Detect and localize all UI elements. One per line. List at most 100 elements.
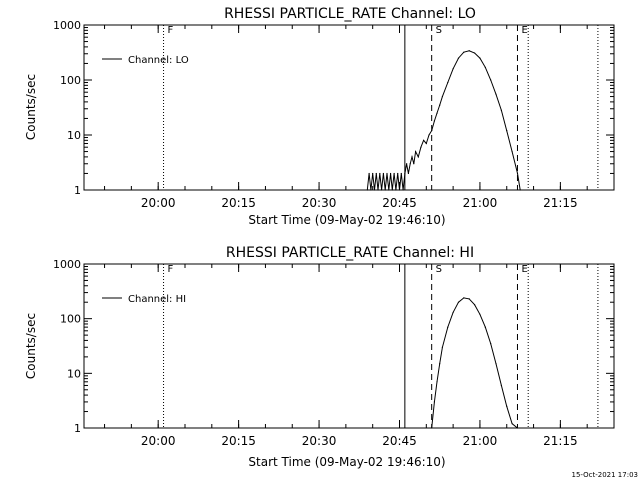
data-point — [436, 112, 438, 114]
data-point — [368, 172, 370, 175]
data-point — [370, 189, 372, 191]
data-point — [428, 134, 430, 136]
x-axis-label: Start Time (09-May-02 19:46:10) — [248, 455, 445, 469]
data-point — [431, 130, 433, 132]
data-point — [500, 109, 502, 112]
y-tick-label: 10 — [67, 367, 81, 380]
series-line — [366, 50, 521, 191]
series-group — [431, 297, 519, 429]
data-point — [373, 189, 376, 191]
data-point — [407, 172, 410, 175]
data-point — [468, 50, 470, 52]
x-tick-label: 20:45 — [382, 196, 417, 210]
y-axis-label: Counts/sec — [24, 74, 38, 140]
data-point — [397, 172, 399, 175]
x-axis: 20:00 20:15 20:30 20:45 21:00 21:15 — [104, 25, 615, 210]
data-point — [463, 51, 465, 53]
data-point — [414, 150, 417, 153]
y-tick-label: 1000 — [53, 19, 81, 32]
legend-label: Channel: HI — [128, 294, 186, 305]
plot-frame — [83, 24, 615, 191]
x-axis-label: Start Time (09-May-02 19:46:10) — [248, 213, 445, 227]
legend: Channel: HI — [102, 294, 186, 305]
data-point — [439, 363, 441, 365]
x-tick-label: 21:15 — [543, 196, 578, 210]
data-point — [411, 156, 413, 158]
data-point — [379, 172, 381, 175]
data-point — [366, 189, 368, 191]
data-point — [516, 172, 519, 175]
marker-label: S — [436, 264, 442, 275]
legend-label: Channel: LO — [128, 55, 189, 66]
data-point — [413, 163, 415, 165]
data-point — [495, 93, 497, 95]
data-point — [431, 427, 433, 429]
data-point — [386, 172, 388, 175]
marker-label: E — [521, 264, 527, 275]
x-tick-label: 20:00 — [141, 434, 176, 448]
data-point — [490, 342, 492, 345]
x-tick-label: 21:15 — [543, 434, 578, 448]
x-tick-label: 20:00 — [141, 196, 176, 210]
legend: Channel: LO — [102, 55, 189, 66]
data-point — [473, 304, 476, 306]
data-point — [439, 104, 441, 106]
data-point — [441, 346, 443, 348]
x-tick-label: 21:00 — [463, 196, 498, 210]
x-tick-label: 21:00 — [463, 434, 498, 448]
data-point — [484, 326, 486, 328]
data-point — [382, 172, 385, 175]
data-point — [441, 95, 443, 98]
data-point — [516, 427, 519, 429]
y-tick-label: 1000 — [53, 258, 81, 271]
data-point — [384, 189, 386, 191]
data-point — [495, 363, 497, 365]
data-point — [391, 189, 393, 191]
data-point — [395, 189, 397, 191]
y-axis: 1 10 100 1000 — [53, 19, 614, 197]
data-point — [406, 163, 408, 165]
data-point — [425, 142, 427, 145]
chart-panel-lo: RHESSI PARTICLE_RATE Channel: LO 1101001… — [24, 6, 615, 227]
data-point — [473, 52, 476, 54]
data-point — [389, 172, 392, 175]
data-point — [388, 189, 390, 191]
series-line — [431, 297, 518, 429]
data-point — [381, 189, 383, 191]
chart-title: RHESSI PARTICLE_RATE Channel: HI — [226, 245, 474, 261]
data-point — [377, 189, 379, 191]
marker-label: E — [521, 25, 527, 36]
y-tick-label: 100 — [60, 313, 81, 326]
chart-title: RHESSI PARTICLE_RATE Channel: LO — [224, 6, 476, 22]
data-point — [447, 326, 449, 328]
marker-label: F — [168, 25, 174, 36]
data-point — [519, 189, 521, 191]
data-point — [479, 57, 481, 59]
y-tick-label: 1 — [74, 422, 81, 435]
x-tick-label: 20:30 — [302, 434, 337, 448]
plot-frame — [83, 263, 615, 429]
data-point — [404, 172, 406, 175]
data-point — [490, 79, 492, 81]
data-point — [463, 297, 465, 299]
marker-label: S — [436, 25, 442, 36]
marker-label: F — [168, 264, 174, 275]
data-point — [457, 57, 460, 59]
data-point — [393, 172, 395, 175]
footer-timestamp: 15-Oct-2021 17:03 — [571, 471, 638, 479]
data-point — [511, 150, 513, 153]
data-point — [423, 139, 425, 141]
data-point — [468, 298, 470, 300]
data-point — [506, 405, 508, 407]
x-tick-label: 20:15 — [221, 434, 256, 448]
x-tick-label: 20:30 — [302, 196, 337, 210]
data-point — [452, 311, 454, 314]
data-point — [506, 130, 508, 132]
data-point — [402, 189, 404, 191]
data-point — [457, 301, 460, 303]
data-point — [479, 313, 481, 315]
y-tick-label: 10 — [67, 129, 81, 142]
